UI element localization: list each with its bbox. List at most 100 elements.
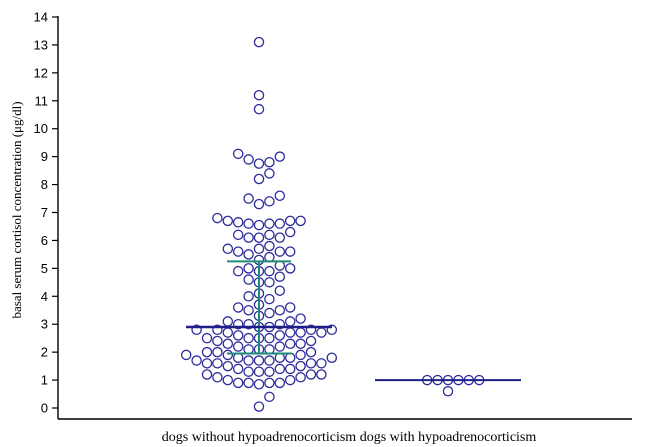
data-point: [243, 232, 254, 243]
data-point: [232, 363, 244, 375]
data-point: [201, 369, 213, 380]
data-point: [253, 366, 265, 377]
data-point: [326, 352, 338, 363]
data-point: [222, 374, 234, 386]
data-point: [232, 246, 244, 257]
data-point: [295, 338, 306, 350]
data-point: [222, 327, 234, 338]
data-point: [284, 302, 296, 313]
data-point: [243, 332, 254, 344]
y-tick-label: 4: [41, 289, 48, 304]
data-point: [305, 324, 317, 336]
data-point: [243, 366, 254, 377]
category-label: dogs with hypoadrenocorticism: [360, 430, 537, 445]
y-tick-label: 13: [34, 37, 48, 52]
data-point: [243, 274, 254, 285]
data-point: [442, 385, 454, 397]
data-point: [232, 265, 244, 277]
data-point: [284, 363, 296, 375]
y-tick-label: 5: [41, 261, 48, 276]
data-point: [295, 327, 306, 338]
data-point: [316, 327, 327, 338]
data-point: [264, 332, 275, 344]
data-point: [295, 349, 306, 361]
data-point: [222, 316, 234, 327]
data-point: [295, 215, 306, 227]
data-point: [253, 401, 265, 412]
data-point: [284, 374, 296, 386]
data-point: [201, 346, 213, 358]
data-point: [253, 173, 265, 185]
data-point: [284, 327, 296, 338]
y-tick-label: 1: [41, 373, 48, 388]
data-point: [243, 154, 254, 165]
data-point: [243, 355, 254, 366]
data-point: [243, 318, 254, 330]
data-point: [305, 358, 317, 369]
data-point: [274, 363, 286, 375]
data-point: [253, 89, 265, 101]
data-point: [274, 330, 286, 341]
data-point: [284, 316, 296, 327]
data-point: [274, 232, 286, 243]
data-point: [264, 391, 275, 403]
y-tick-label: 10: [34, 121, 48, 136]
axes: [57, 16, 632, 420]
data-point: [274, 218, 286, 229]
data-point: [284, 226, 296, 238]
data-point: [222, 338, 234, 350]
summary-lines: [186, 260, 521, 382]
data-point: [212, 324, 223, 336]
data-point: [253, 355, 265, 366]
data-point: [284, 263, 296, 274]
data-point: [264, 196, 275, 207]
data-point: [191, 355, 202, 366]
data-point: [243, 218, 254, 229]
data-point: [201, 358, 213, 369]
data-point: [264, 240, 275, 252]
y-tick-label: 2: [41, 345, 48, 360]
data-point: [274, 318, 286, 330]
data-point: [284, 215, 296, 227]
y-axis-title: basal serum cortisol concentration (μg/d…: [9, 101, 24, 318]
data-point: [212, 212, 223, 224]
data-point: [232, 229, 244, 241]
data-point: [212, 358, 223, 369]
data-point: [274, 271, 286, 282]
data-point: [253, 198, 265, 210]
data-point: [264, 377, 275, 389]
data-points: [180, 36, 485, 412]
data-point: [222, 360, 234, 372]
data-point: [264, 265, 275, 277]
data-point: [212, 346, 223, 358]
y-tick-label: 11: [35, 93, 49, 108]
data-point: [232, 302, 244, 313]
data-point: [212, 372, 223, 383]
data-point: [316, 358, 327, 369]
data-point: [295, 360, 306, 372]
data-point: [232, 341, 244, 352]
y-tick-label: 12: [34, 65, 48, 80]
data-point: [253, 232, 265, 243]
data-point: [264, 355, 275, 366]
data-point: [212, 335, 223, 347]
data-point: [316, 369, 327, 380]
data-point: [232, 148, 244, 160]
data-point: [232, 318, 244, 330]
y-tick-label: 9: [41, 149, 48, 164]
y-tick-label: 0: [41, 401, 48, 416]
data-point: [305, 369, 317, 380]
data-point: [264, 229, 275, 241]
data-point: [264, 218, 275, 229]
data-point: [284, 338, 296, 350]
data-point: [253, 36, 265, 48]
data-point: [243, 263, 254, 274]
data-point: [222, 215, 234, 227]
data-point: [243, 377, 254, 389]
data-point: [295, 372, 306, 383]
data-point: [222, 349, 234, 361]
data-point: [232, 377, 244, 389]
data-point: [284, 246, 296, 257]
data-point: [180, 349, 192, 361]
